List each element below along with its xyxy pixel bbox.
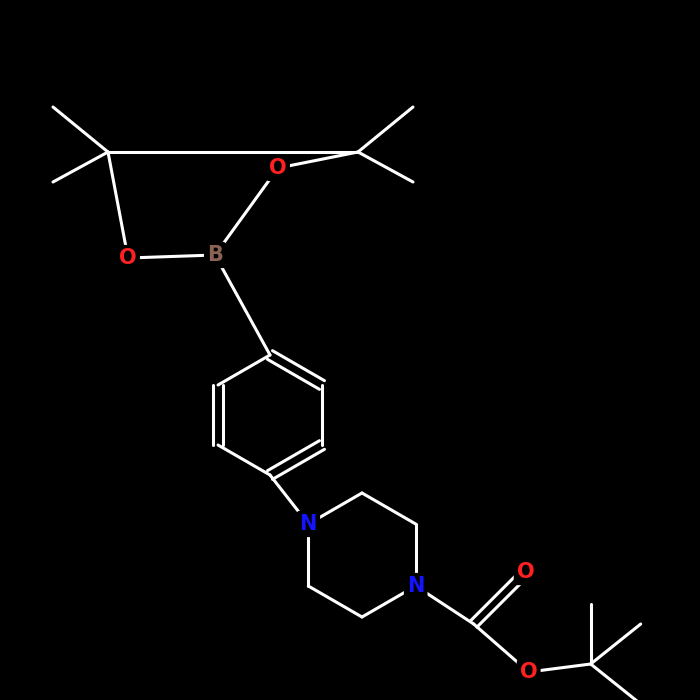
Text: O: O (517, 562, 535, 582)
Text: O: O (270, 158, 287, 178)
Text: B: B (207, 245, 223, 265)
Text: O: O (520, 662, 538, 682)
Text: N: N (300, 514, 317, 534)
Text: O: O (119, 248, 136, 268)
Text: N: N (407, 576, 424, 596)
